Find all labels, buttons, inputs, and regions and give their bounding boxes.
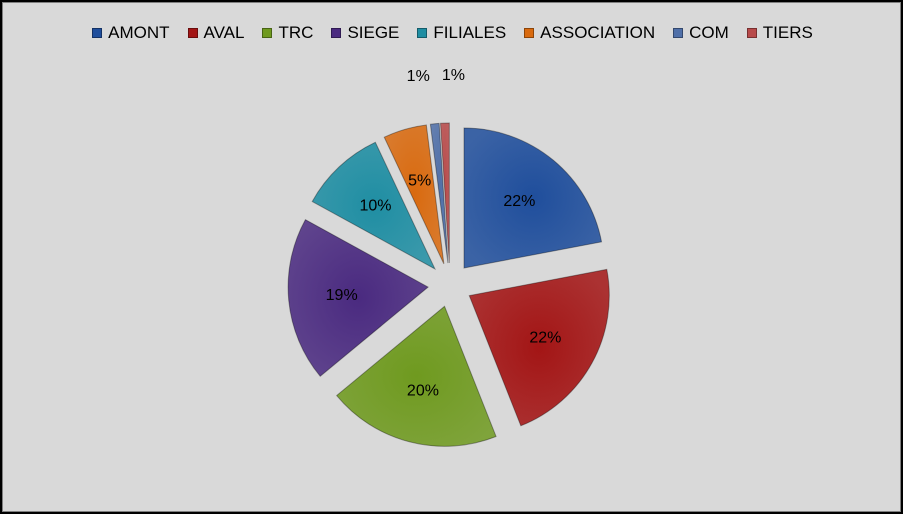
data-label-siege: 19% xyxy=(326,287,358,304)
data-label-aval: 22% xyxy=(529,329,561,346)
legend-item-association: ASSOCIATION xyxy=(524,23,655,43)
legend-label: FILIALES xyxy=(433,23,507,42)
pie-slice-siege xyxy=(287,218,429,378)
legend-item-com: COM xyxy=(673,23,729,43)
legend-swatch xyxy=(331,28,342,38)
pie-slice-filiales xyxy=(311,141,437,271)
legend-label: ASSOCIATION xyxy=(540,23,656,42)
pie-slice-trc xyxy=(335,305,497,447)
pie-slice-com xyxy=(429,122,449,264)
legend-item-filiales: FILIALES xyxy=(417,23,506,43)
legend-label: SIEGE xyxy=(347,23,400,42)
legend-item-siege: SIEGE xyxy=(331,23,399,43)
legend-swatch xyxy=(746,28,757,38)
legend-swatch xyxy=(187,28,198,38)
legend-label: TRC xyxy=(278,23,314,42)
legend-item-tiers: TIERS xyxy=(746,23,813,43)
data-label-filiales: 10% xyxy=(360,198,392,215)
legend-label: COM xyxy=(689,23,729,42)
legend-item-aval: AVAL xyxy=(187,23,245,43)
pie-chart: 22% 22% 20% 19% 10% 5% 1% 1% xyxy=(287,67,610,447)
pie-slice-aval xyxy=(468,268,610,427)
legend-label: AMONT xyxy=(108,23,170,42)
data-label-association: 5% xyxy=(408,173,431,190)
legend-item-amont: AMONT xyxy=(92,23,170,43)
pie-slice-tiers xyxy=(439,122,450,264)
legend-label: AVAL xyxy=(203,23,245,42)
legend-swatch xyxy=(673,28,684,38)
legend-swatch xyxy=(524,28,535,38)
legend-item-trc: TRC xyxy=(262,23,313,43)
legend-swatch xyxy=(92,28,103,38)
data-label-trc: 20% xyxy=(407,382,439,399)
chart-legend: AMONT AVAL TRC SIEGE FILIALES ASSOCIATION COM T… xyxy=(3,23,900,43)
pie-slice-amont xyxy=(463,127,603,269)
legend-swatch xyxy=(417,28,428,38)
data-label-amont: 22% xyxy=(503,193,535,210)
data-label-com: 1% xyxy=(407,68,430,85)
pie-slice-association xyxy=(383,124,445,265)
legend-label: TIERS xyxy=(762,23,813,42)
data-label-tiers: 1% xyxy=(442,67,465,84)
legend-swatch xyxy=(262,28,273,38)
